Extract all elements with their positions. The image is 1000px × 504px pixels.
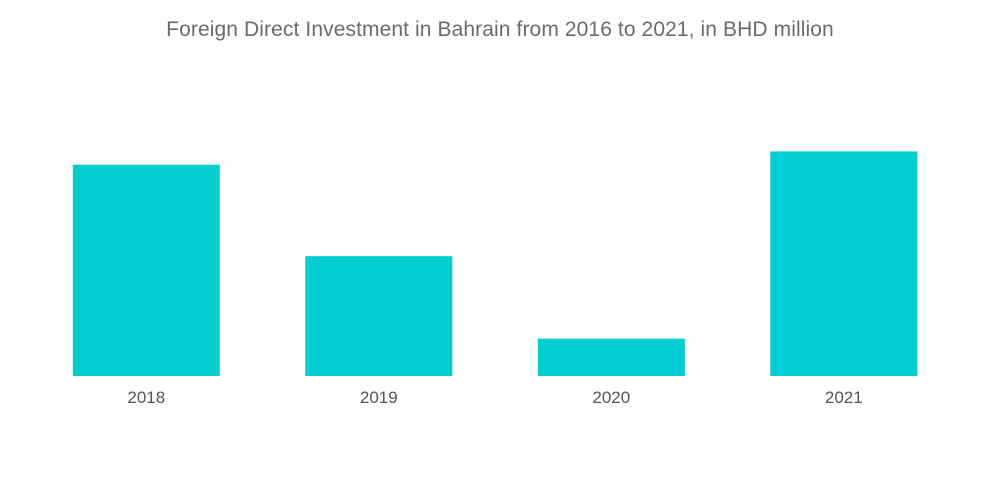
bar-2020 [537, 338, 685, 376]
x-tick-label-2019: 2019 [360, 388, 398, 407]
x-tick-label-2020: 2020 [592, 388, 630, 407]
bars-group [72, 151, 918, 376]
x-tick-labels: 2018 2019 2020 2021 [127, 388, 862, 407]
bar-2019 [305, 256, 453, 376]
x-tick-label-2021: 2021 [825, 388, 863, 407]
bar-2018 [72, 164, 220, 376]
chart-title: Foreign Direct Investment in Bahrain fro… [166, 18, 834, 41]
x-tick-label-2018: 2018 [127, 388, 165, 407]
bar-2021 [770, 151, 918, 376]
